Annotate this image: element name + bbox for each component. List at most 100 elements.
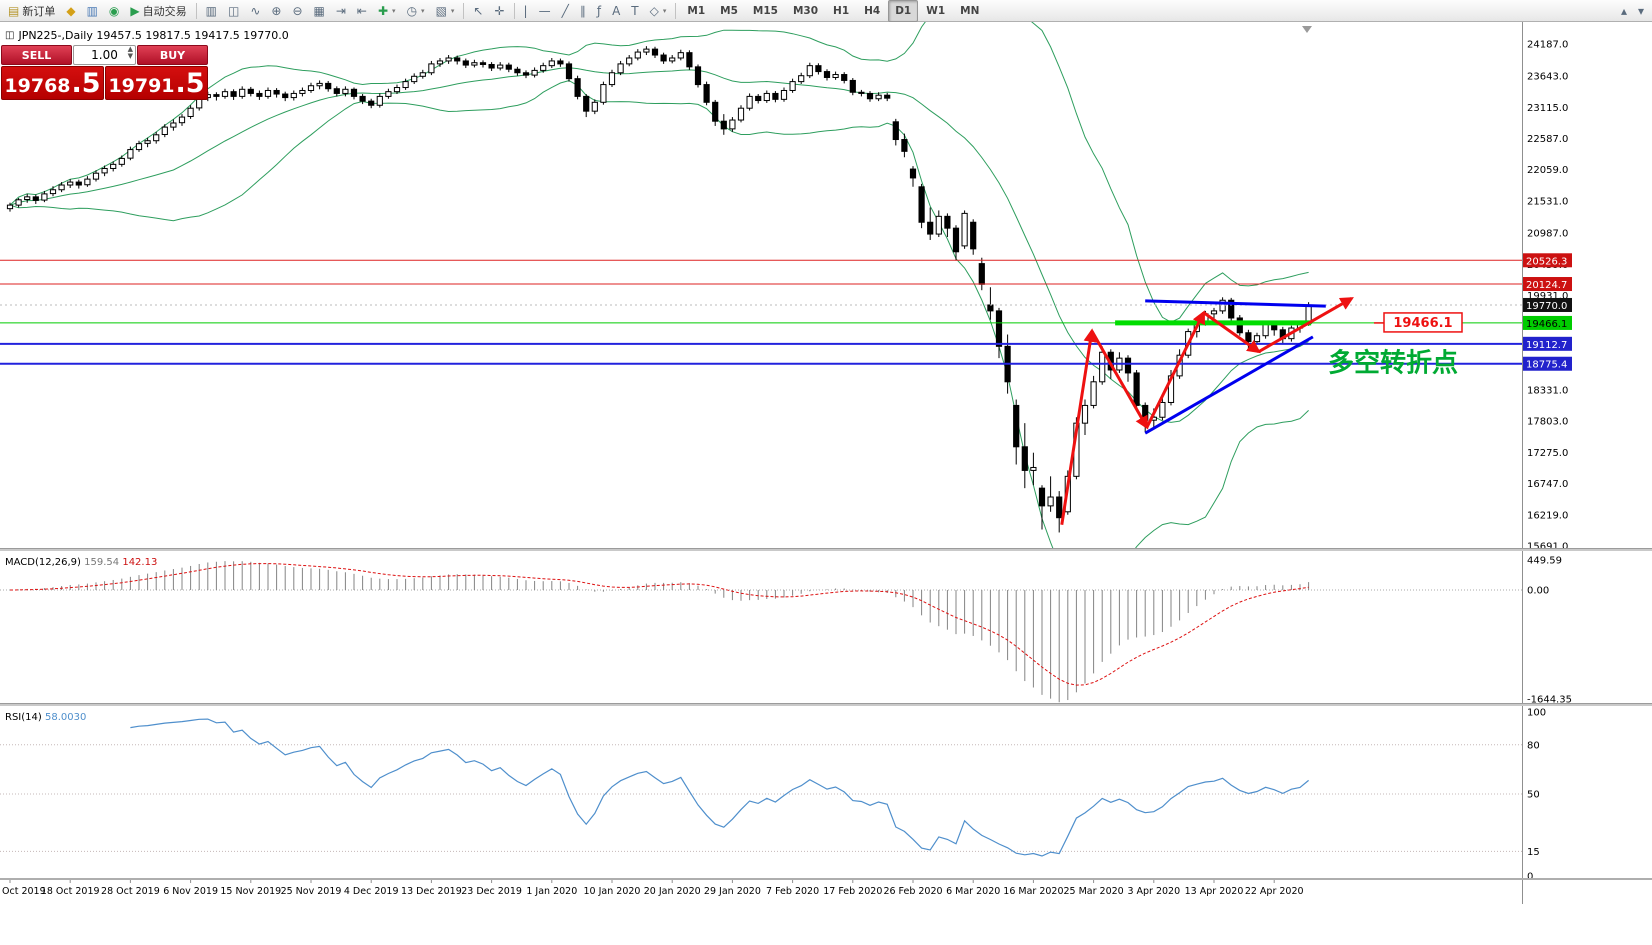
auto-trading-button[interactable]: ▶ 自动交易 (125, 0, 191, 22)
timeframe-MN[interactable]: MN (953, 0, 986, 22)
horizontal-line-icon[interactable]: — (534, 0, 556, 22)
zoom-out-icon[interactable]: ⊖ (287, 0, 307, 22)
main-chart-pane[interactable]: 19466.1 多空转折点 24187.0 23643.0 23115.0 22587.0… (0, 22, 1652, 548)
sell-price[interactable]: 19768 .5 (1, 66, 104, 100)
auto-scroll-icon[interactable]: ⇥ (331, 0, 351, 22)
rsi-pane[interactable]: 100 80 50 15 0 RSI(14) 58.0030 (0, 706, 1652, 878)
svg-text:19770.0: 19770.0 (1526, 301, 1567, 312)
timeframe-M15[interactable]: M15 (746, 0, 785, 22)
crosshair-icon[interactable]: ✛ (489, 0, 509, 22)
svg-text:100: 100 (1527, 708, 1546, 719)
price-axis[interactable]: 24187.0 23643.0 23115.0 22587.0 22059.0 21531… (1522, 22, 1573, 548)
periods-icon[interactable]: ◷ ▾ (402, 0, 430, 22)
time-axis[interactable]: Oct 2019 18 Oct 2019 28 Oct 2019 6 Nov 2019… (0, 878, 1652, 904)
svg-text:13 Apr 2020: 13 Apr 2020 (1185, 886, 1244, 897)
shapes-icon[interactable]: ◇ ▾ (645, 0, 672, 22)
main-chart-canvas[interactable]: 19466.1 多空转折点 24187.0 23643.0 23115.0 22587.0… (0, 22, 1652, 548)
sell-button[interactable]: SELL (1, 45, 72, 65)
buy-price[interactable]: 19791 .5 (105, 66, 208, 100)
timeframe-W1[interactable]: W1 (919, 0, 952, 22)
bollinger-bands (9, 22, 1309, 548)
templates-icon-glyph: ▧ (435, 3, 447, 18)
new-order-button[interactable]: ▤ 新订单 (3, 0, 60, 22)
chart-type-icon: ◫ (5, 30, 15, 41)
toolbar-overflow-up-icon[interactable]: ▴ (1616, 0, 1632, 22)
dropdown-caret-icon[interactable]: ▾ (421, 6, 425, 15)
trend-annotations[interactable]: 19466.1 多空转折点 (1060, 297, 1463, 526)
trendline-icon[interactable]: ╱ (557, 0, 574, 22)
tile-windows-icon[interactable]: ▦ (309, 0, 330, 22)
timeframe-M30[interactable]: M30 (786, 0, 825, 22)
volume-down-icon[interactable]: ▼ (127, 52, 133, 60)
svg-text:13 Dec 2019: 13 Dec 2019 (401, 886, 462, 897)
refresh-icon-glyph: ◉ (108, 3, 120, 18)
svg-text:-1644.35: -1644.35 (1527, 695, 1572, 703)
svg-text:19466.1: 19466.1 (1526, 319, 1567, 330)
dropdown-caret-icon[interactable]: ▾ (662, 6, 667, 15)
pane-separator[interactable] (0, 703, 1652, 706)
toolbar-overflow-down-icon[interactable]: ▾ (1633, 0, 1649, 22)
buy-price-frac: .5 (175, 68, 205, 100)
macd-label: MACD(12,26,9) 159.54 142.13 (5, 557, 157, 568)
text-label-icon[interactable]: T (626, 0, 643, 22)
svg-text:18775.4: 18775.4 (1526, 360, 1567, 371)
chart-shift-icon[interactable]: ⇤ (352, 0, 372, 22)
volume-value[interactable]: 1.00 (91, 48, 118, 62)
svg-text:17275.0: 17275.0 (1527, 448, 1568, 459)
dropdown-caret-icon[interactable]: ▾ (450, 6, 455, 15)
svg-text:0: 0 (1527, 872, 1533, 879)
macd-axis[interactable]: 449.59 0.00 -1644.35 (1522, 551, 1572, 703)
sell-price-main: 19768 (4, 75, 71, 97)
timeframe-M5[interactable]: M5 (713, 0, 745, 22)
timeframe-M1[interactable]: M1 (680, 0, 712, 22)
volume-up-icon[interactable]: ▲ (127, 45, 133, 53)
timeframe-D1[interactable]: D1 (888, 0, 919, 22)
zoom-in-icon[interactable]: ⊕ (266, 0, 286, 22)
price-tag-text: 19466.1 (1393, 316, 1452, 331)
vertical-line-icon[interactable]: | (519, 0, 533, 22)
toolbar-overflow-up-icon-glyph: ▴ (1620, 3, 1627, 18)
buy-button[interactable]: BUY (137, 45, 208, 65)
volume-stepper[interactable]: 1.00 ▲ ▼ (73, 45, 136, 65)
svg-text:80: 80 (1527, 740, 1540, 751)
svg-text:19112.7: 19112.7 (1526, 340, 1567, 351)
trendline-icon-glyph: ╱ (561, 3, 569, 18)
dropdown-caret-icon[interactable]: ▾ (392, 6, 396, 15)
candlestick-chart-icon[interactable]: ◫ (223, 0, 244, 22)
zoom-in-icon-glyph: ⊕ (271, 3, 282, 18)
pane-separator[interactable] (0, 548, 1652, 551)
metaquotes-icon[interactable]: ◆ (61, 0, 80, 22)
svg-text:23643.0: 23643.0 (1527, 72, 1568, 83)
metaquotes-icon-glyph: ◆ (66, 3, 76, 18)
toolbar-item-label: W1 (926, 4, 946, 17)
one-click-trading-panel: SELL 1.00 ▲ ▼ BUY 19768 .5 19791 .5 (1, 45, 208, 100)
channel-icon-glyph: ∥ (579, 3, 586, 18)
svg-text:18 Oct 2019: 18 Oct 2019 (41, 886, 100, 897)
auto-trading-button-glyph: ▶ (130, 3, 140, 18)
candlestick-chart-icon-glyph: ◫ (227, 3, 240, 18)
timeframe-H4[interactable]: H4 (857, 0, 887, 22)
price-tag-box[interactable] (1383, 312, 1463, 333)
toolbar-item-label: H1 (833, 4, 850, 17)
rsi-axis[interactable]: 100 80 50 15 0 (1522, 706, 1547, 879)
cursor-icon[interactable]: ↖ (468, 0, 488, 22)
profiles-icon[interactable]: ▥ (82, 0, 103, 22)
toolbar-separator (675, 2, 677, 19)
indicators-icon[interactable]: ✚ ▾ (373, 0, 401, 22)
bar-chart-icon[interactable]: ▥ (201, 0, 222, 22)
text-icon[interactable]: A (607, 0, 625, 22)
svg-text:0.00: 0.00 (1527, 586, 1549, 597)
fibonacci-icon[interactable]: ƒ (592, 0, 606, 22)
chart-shift-marker-icon[interactable] (1302, 26, 1312, 33)
templates-icon[interactable]: ▧ ▾ (431, 0, 460, 22)
line-chart-icon[interactable]: ∿ (245, 0, 265, 22)
svg-text:50: 50 (1527, 790, 1540, 801)
tile-windows-icon-glyph: ▦ (313, 3, 325, 18)
refresh-icon[interactable]: ◉ (104, 0, 124, 22)
macd-pane[interactable]: 449.59 0.00 -1644.35 MACD(12,26,9) 159.54 … (0, 551, 1652, 703)
channel-icon[interactable]: ∥ (575, 0, 591, 22)
svg-text:25 Mar 2020: 25 Mar 2020 (1063, 886, 1123, 897)
timeframe-H1[interactable]: H1 (826, 0, 856, 22)
svg-text:6 Mar 2020: 6 Mar 2020 (946, 886, 1000, 897)
